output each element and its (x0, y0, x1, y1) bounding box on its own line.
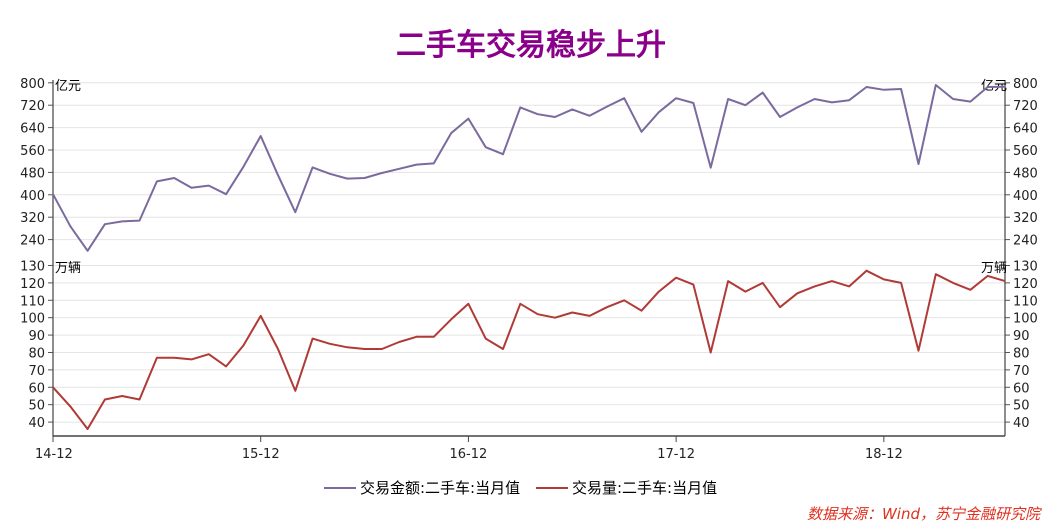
unit-label-left: 亿元 (55, 79, 81, 94)
legend-label: 交易金额:二手车:当月值 (360, 479, 520, 497)
x-tick-labels: 14-12 15-12 16-12 17-12 18-12 (35, 447, 903, 462)
unit-label-left: 万辆 (55, 261, 81, 276)
y-tick-label-right: 720 (1013, 99, 1038, 114)
y-tick-label-right: 50 (1013, 399, 1030, 414)
y-tick-label-right: 60 (1013, 381, 1030, 396)
y-tick-label-left: 240 (20, 234, 45, 249)
y-tick-label-left: 130 (20, 259, 45, 274)
y-tick-label-left: 40 (28, 416, 45, 431)
y-tick-label-left: 560 (20, 144, 45, 159)
y-tick-label-right: 100 (1013, 312, 1038, 327)
y-tick-label-left: 50 (28, 399, 45, 414)
y-tick-label-right: 640 (1013, 122, 1038, 137)
left-tick-labels: 240 320 400 480 560 640 720 800 40 50 60 70 80 90 100 1… (20, 77, 45, 431)
y-tick-label-left: 100 (20, 312, 45, 327)
y-tick-label-left: 70 (28, 364, 45, 379)
y-tick-label-left: 480 (20, 166, 45, 181)
x-tick-label: 14-12 (35, 447, 73, 462)
x-tick-label: 17-12 (657, 447, 695, 462)
gridlines (53, 82, 1005, 423)
y-tick-label-right: 80 (1013, 346, 1030, 361)
y-tick-label-right: 120 (1013, 277, 1038, 292)
y-tick-label-left: 110 (20, 294, 45, 309)
y-tick-label-right: 480 (1013, 166, 1038, 181)
y-tick-label-left: 720 (20, 99, 45, 114)
y-tick-label-left: 90 (28, 329, 45, 344)
y-tick-label-right: 560 (1013, 144, 1038, 159)
y-tick-label-left: 800 (20, 77, 45, 92)
unit-label-right: 万辆 (981, 261, 1007, 276)
y-tick-label-left: 320 (20, 211, 45, 226)
x-tick-label: 16-12 (450, 447, 488, 462)
legend-label: 交易量:二手车:当月值 (572, 479, 717, 497)
y-tick-label-right: 320 (1013, 211, 1038, 226)
y-tick-label-right: 70 (1013, 364, 1030, 379)
y-tick-label-right: 400 (1013, 189, 1038, 204)
legend: 交易金额:二手车:当月值 交易量:二手车:当月值 (324, 479, 717, 497)
chart-title: 二手车交易稳步上升 (396, 28, 666, 63)
series-line (52, 84, 1006, 252)
axes (48, 80, 1010, 442)
right-tick-labels: 240 320 400 480 560 640 720 800 40 50 60 70 80 90 100 1… (1013, 77, 1038, 431)
y-tick-label-right: 90 (1013, 329, 1030, 344)
y-tick-label-right: 130 (1013, 259, 1038, 274)
series-line (52, 269, 1006, 430)
y-tick-label-left: 80 (28, 346, 45, 361)
source-note: 数据来源：Wind，苏宁金融研究院 (806, 505, 1040, 523)
y-tick-label-left: 120 (20, 277, 45, 292)
y-tick-label-left: 400 (20, 189, 45, 204)
y-tick-label-right: 110 (1013, 294, 1038, 309)
series-lines (52, 84, 1006, 430)
y-tick-label-left: 60 (28, 381, 45, 396)
x-tick-label: 15-12 (242, 447, 280, 462)
y-tick-label-right: 40 (1013, 416, 1030, 431)
y-tick-label-right: 800 (1013, 77, 1038, 92)
x-tick-label: 18-12 (865, 447, 903, 462)
y-tick-label-left: 640 (20, 122, 45, 137)
y-tick-label-right: 240 (1013, 234, 1038, 249)
